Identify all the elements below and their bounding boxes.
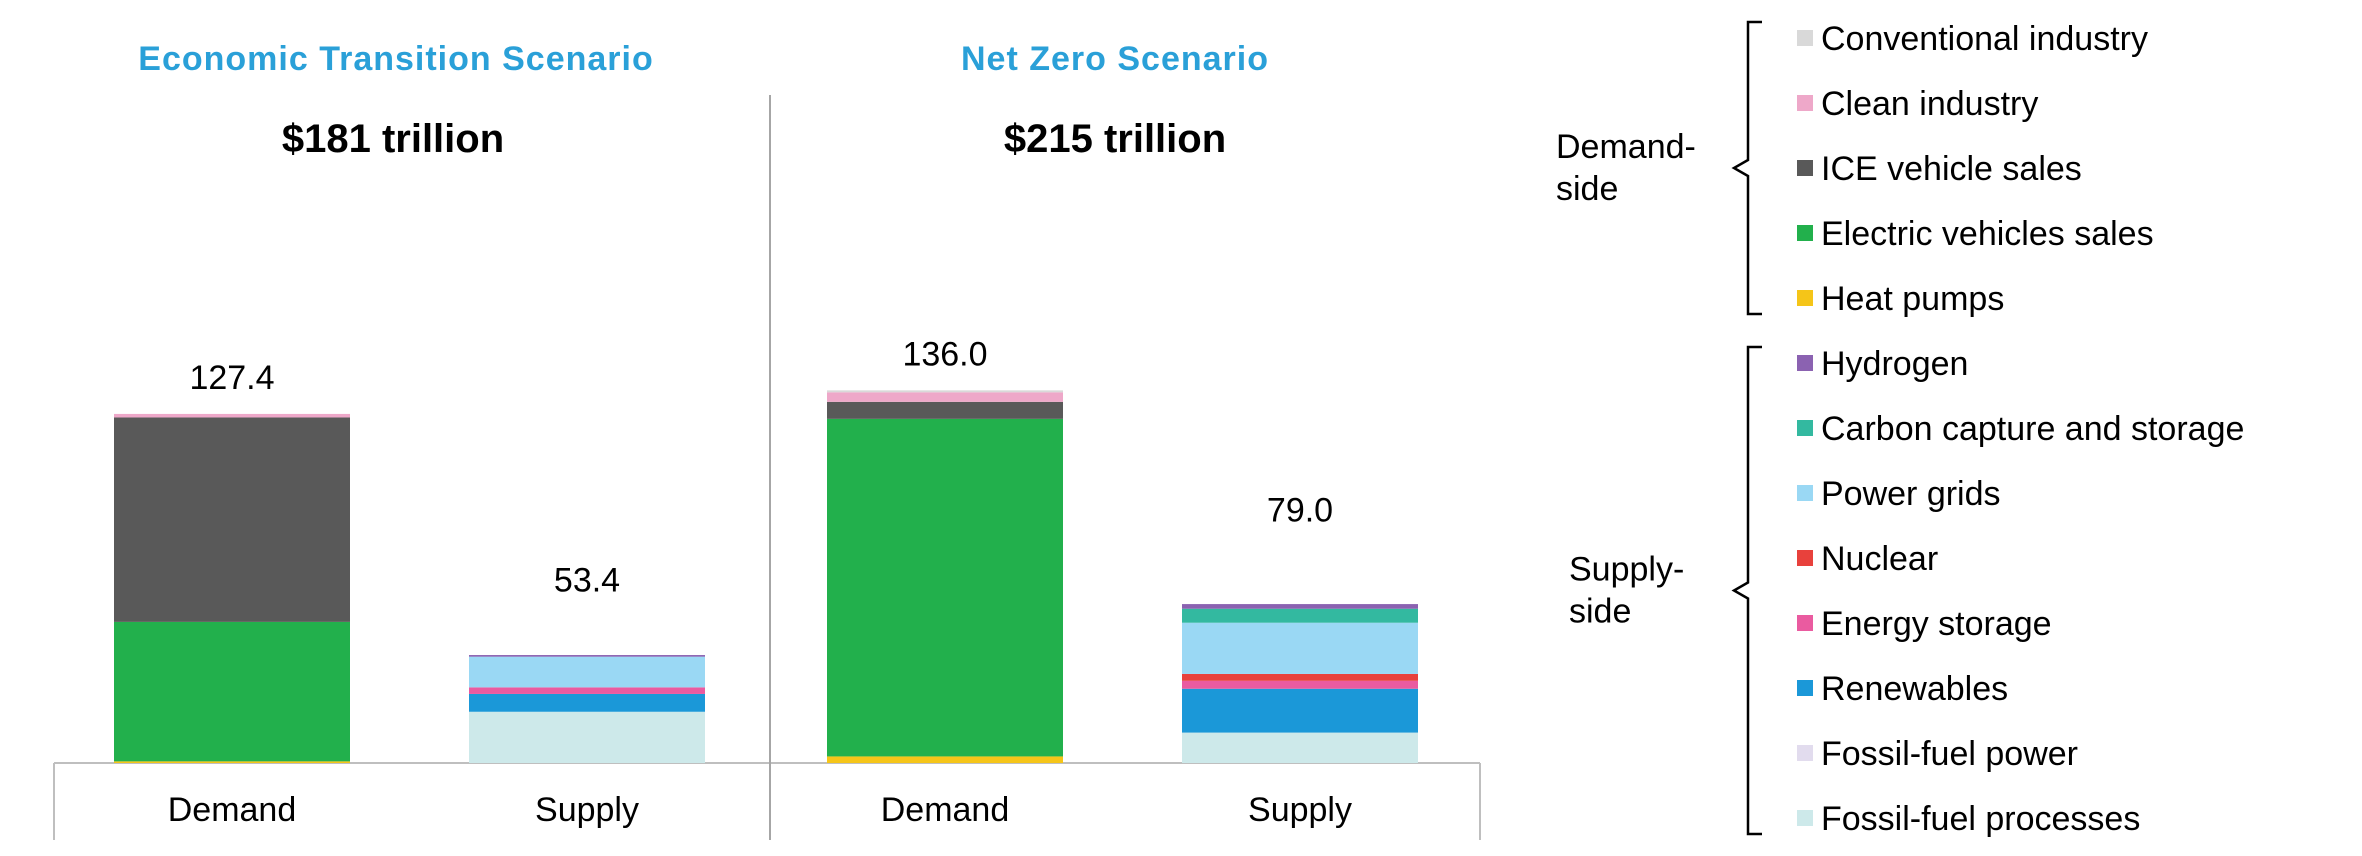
legend-swatch-heat-pumps <box>1797 290 1813 306</box>
legend-bracket-demand-side <box>1731 20 1762 316</box>
x-tick-2-demand: Demand <box>881 791 1010 829</box>
bar-2-supply-energy-storage <box>1182 680 1418 689</box>
bar-2-supply-power-grids <box>1182 622 1418 674</box>
legend-label-carbon-capture-and-storage: Carbon capture and storage <box>1821 410 2244 448</box>
legend-label-clean-industry: Clean industry <box>1821 85 2038 123</box>
legend-label-renewables: Renewables <box>1821 670 2008 708</box>
total-label-1-supply: 53.4 <box>554 562 620 600</box>
legend-swatch-nuclear <box>1797 550 1813 566</box>
legend-swatch-power-grids <box>1797 485 1813 501</box>
bar-2-supply-fossil-fuel-processes <box>1182 732 1418 763</box>
legend-label-power-grids: Power grids <box>1821 475 2001 513</box>
legend-swatch-hydrogen <box>1797 355 1813 371</box>
legend-swatch-energy-storage <box>1797 615 1813 631</box>
bar-1-supply-hydrogen <box>469 655 705 657</box>
total-label-1-demand: 127.4 <box>189 359 274 397</box>
legend-group-supply-side: Supply-side <box>1569 551 1684 631</box>
total-label-2-demand: 136.0 <box>902 335 987 373</box>
legend-swatch-conventional-industry <box>1797 30 1813 46</box>
legend-label-nuclear: Nuclear <box>1821 540 1938 578</box>
bar-2-supply-nuclear <box>1182 673 1418 681</box>
legend-label-energy-storage: Energy storage <box>1821 605 2052 643</box>
bar-1-supply-fossil-fuel-processes <box>469 711 705 763</box>
bar-2-supply-renewables <box>1182 688 1418 733</box>
legend-swatch-fossil-fuel-processes <box>1797 810 1813 826</box>
total-label-2-supply: 79.0 <box>1267 492 1333 530</box>
bar-1-supply-power-grids <box>469 656 705 688</box>
bar-2-supply-carbon-capture-and-storage <box>1182 608 1418 623</box>
bar-1-demand-electric-vehicles-sales <box>114 621 350 762</box>
panel-total-1: $181 trillion <box>282 117 504 161</box>
bar-1-demand-clean-industry <box>114 413 350 418</box>
x-tick-1-demand: Demand <box>168 791 297 829</box>
legend-label-fossil-fuel-power: Fossil-fuel power <box>1821 735 2078 773</box>
legend-bracket-supply-side <box>1731 345 1762 836</box>
legend-group-demand-side: Demand-side <box>1556 128 1696 208</box>
legend-swatch-clean-industry <box>1797 95 1813 111</box>
legend-label-heat-pumps: Heat pumps <box>1821 280 2004 318</box>
bar-2-supply-hydrogen <box>1182 604 1418 609</box>
panel-total-2: $215 trillion <box>1004 117 1226 161</box>
legend-label-fossil-fuel-processes: Fossil-fuel processes <box>1821 800 2140 838</box>
bar-2-demand-conventional-industry <box>827 390 1063 393</box>
legend-swatch-electric-vehicles-sales <box>1797 225 1813 241</box>
panel-title-2: Net Zero Scenario <box>961 40 1269 78</box>
x-tick-2-supply: Supply <box>1248 791 1352 829</box>
legend-label-conventional-industry: Conventional industry <box>1821 20 2148 58</box>
bar-2-demand-heat-pumps <box>827 756 1063 763</box>
bar-1-demand-heat-pumps <box>114 761 350 763</box>
legend-swatch-fossil-fuel-power <box>1797 745 1813 761</box>
bar-2-demand-electric-vehicles-sales <box>827 418 1063 757</box>
legend-label-hydrogen: Hydrogen <box>1821 345 1968 383</box>
legend-swatch-carbon-capture-and-storage <box>1797 420 1813 436</box>
bar-2-demand-clean-industry <box>827 392 1063 402</box>
bar-1-supply-energy-storage <box>469 687 705 694</box>
panel-title-1: Economic Transition Scenario <box>138 40 653 78</box>
legend-label-electric-vehicles-sales: Electric vehicles sales <box>1821 215 2154 253</box>
bar-1-supply-renewables <box>469 693 705 712</box>
x-tick-1-supply: Supply <box>535 791 639 829</box>
legend-swatch-ice-vehicle-sales <box>1797 160 1813 176</box>
legend-swatch-renewables <box>1797 680 1813 696</box>
bar-1-demand-ice-vehicle-sales <box>114 417 350 622</box>
legend-label-ice-vehicle-sales: ICE vehicle sales <box>1821 150 2082 188</box>
bar-2-demand-ice-vehicle-sales <box>827 401 1063 419</box>
